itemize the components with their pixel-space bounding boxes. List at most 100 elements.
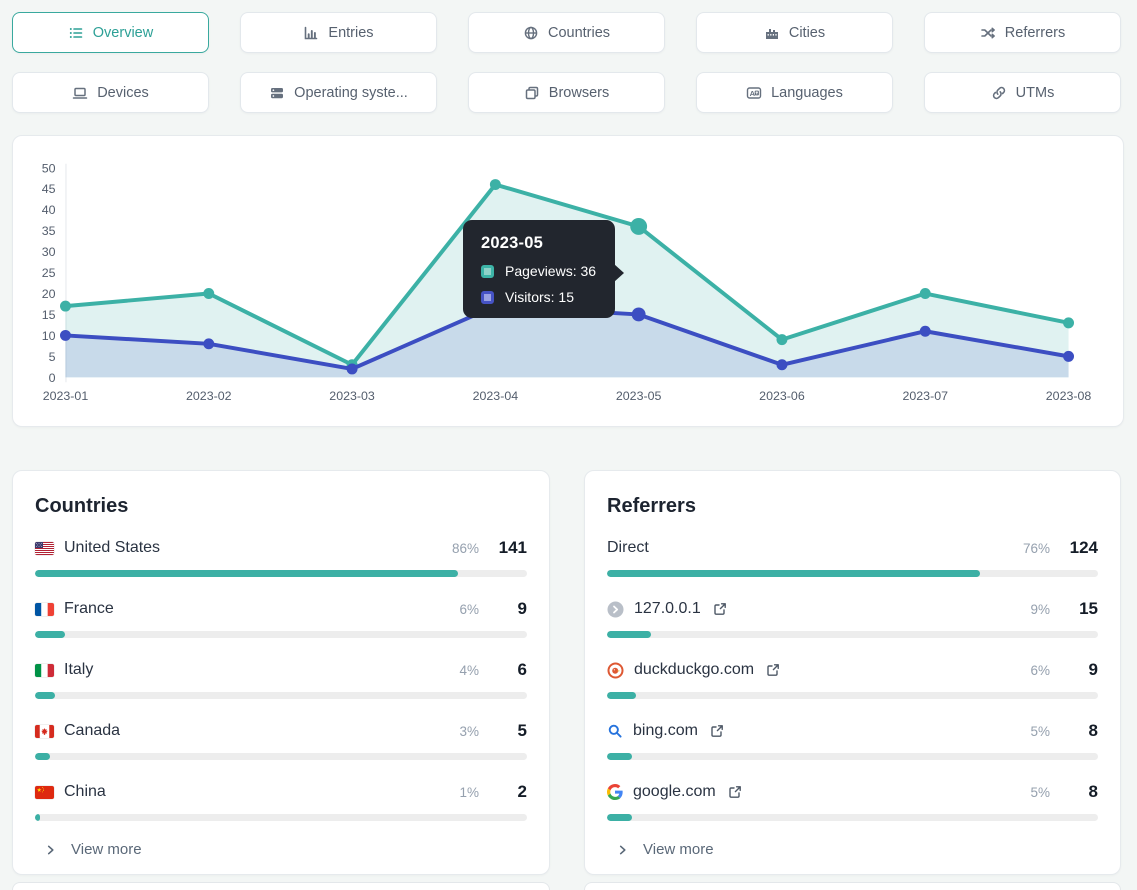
referrer-bar-fill (607, 692, 637, 699)
tab-countries[interactable]: Countries (468, 12, 665, 53)
referrers-view-more-link[interactable]: View more (607, 841, 714, 858)
tab-label: UTMs (1015, 84, 1055, 101)
country-percent: 3% (459, 723, 479, 739)
referrer-bar-track (607, 631, 1098, 638)
country-bar-track (35, 631, 527, 638)
city-icon (765, 28, 778, 39)
report-tabs: Overview Entries Countries Cities Referr… (12, 12, 1121, 113)
referrer-name: bing.com (633, 722, 698, 739)
country-percent: 1% (459, 784, 479, 800)
referrer-bar-track (607, 570, 1098, 577)
country-count: 5 (517, 721, 527, 740)
external-link-icon[interactable] (710, 724, 724, 738)
tooltip-title: 2023-05 (481, 234, 543, 252)
svg-text:2023-01: 2023-01 (43, 389, 89, 403)
referrer-count: 124 (1069, 538, 1098, 557)
svg-text:10: 10 (42, 329, 56, 343)
chevron-right-icon (619, 845, 626, 854)
tab-browsers[interactable]: Browsers (468, 72, 665, 113)
tab-devices[interactable]: Devices (12, 72, 209, 113)
svg-text:2023-08: 2023-08 (1046, 389, 1092, 403)
traffic-chart-card: 0 5 10 15 20 25 30 35 40 45 50 2023-01 2023-02 2023-0… (12, 135, 1124, 427)
country-count: 9 (517, 599, 527, 618)
country-name: Italy (64, 661, 94, 678)
referrer-percent: 6% (1030, 662, 1050, 678)
pageviews-legend-swatch (481, 264, 494, 278)
tooltip-arrow (614, 264, 624, 282)
tab-operating-systems[interactable]: Operating syste... (240, 72, 437, 113)
tab-referrers[interactable]: Referrers (924, 12, 1121, 53)
referrer-row-bing: bing.com 5% 8 (607, 720, 1098, 760)
country-row-canada: Canada 3% 5 (35, 720, 527, 760)
external-link-icon[interactable] (728, 785, 742, 799)
tab-label: Overview (92, 24, 154, 41)
tab-overview[interactable]: Overview (12, 12, 209, 53)
flag-cn-icon (35, 785, 54, 799)
shuffle-icon (980, 27, 995, 38)
tab-entries[interactable]: Entries (240, 12, 437, 53)
duckduckgo-icon (607, 662, 624, 679)
referrers-panel: Referrers Direct 76% 124 127.0.0.1 9% 15 (584, 470, 1121, 875)
chevron-right-icon (47, 845, 54, 854)
countries-panel-title: Countries (35, 495, 129, 517)
country-bar-track (35, 814, 527, 821)
svg-text:5: 5 (49, 350, 56, 364)
tab-label: Countries (547, 24, 611, 41)
country-count: 141 (498, 538, 527, 557)
external-link-icon[interactable] (766, 663, 780, 677)
country-percent: 86% (451, 540, 479, 556)
svg-text:20: 20 (42, 287, 56, 301)
list-icon (69, 27, 83, 38)
svg-text:25: 25 (42, 266, 56, 280)
country-name: United States (64, 539, 161, 556)
country-name: Canada (64, 722, 121, 739)
external-link-icon[interactable] (713, 602, 727, 616)
countries-view-more-link[interactable]: View more (35, 841, 142, 858)
country-count: 6 (517, 660, 527, 679)
country-bar-fill (35, 753, 50, 760)
tab-cities[interactable]: Cities (696, 12, 893, 53)
svg-text:45: 45 (42, 182, 56, 196)
referrer-row-localhost: 127.0.0.1 9% 15 (607, 598, 1098, 638)
svg-text:30: 30 (42, 245, 56, 259)
country-row-france: France 6% 9 (35, 598, 527, 638)
tab-languages[interactable]: A Languages (696, 72, 893, 113)
svg-text:50: 50 (42, 161, 56, 175)
bar-chart-icon (305, 26, 318, 39)
bing-search-icon (607, 723, 623, 739)
referrer-count: 9 (1088, 660, 1098, 679)
tab-label: Cities (788, 24, 826, 41)
flag-ca-icon (35, 724, 54, 738)
referrer-percent: 5% (1030, 784, 1050, 800)
flag-it-icon (35, 663, 54, 677)
countries-panel: Countries United States 86% 141 France 6… (12, 470, 550, 875)
referrer-count: 8 (1088, 721, 1098, 740)
svg-text:0: 0 (49, 371, 56, 385)
tooltip-pageviews-row: Pageviews: 36 (481, 263, 605, 279)
server-icon (271, 87, 284, 98)
referrer-name: google.com (633, 783, 716, 800)
chart-tooltip: 2023-05 Pageviews: 36 Visitors: 15 (463, 220, 624, 318)
country-row-china: China 1% 2 (35, 781, 527, 821)
tab-utms[interactable]: UTMs (924, 72, 1121, 113)
tab-label: Browsers (548, 84, 610, 101)
google-icon (607, 784, 623, 800)
tooltip-visitors-row: Visitors: 15 (481, 289, 605, 305)
tab-label: Entries (328, 24, 374, 41)
next-panel-top-edge (584, 882, 1121, 890)
tab-label: Operating syste... (294, 84, 408, 101)
tab-label: Devices (97, 84, 149, 101)
view-more-label: View more (71, 841, 142, 858)
svg-text:2023-07: 2023-07 (902, 389, 948, 403)
referrer-bar-fill (607, 753, 632, 760)
country-row-united-states: United States 86% 141 (35, 537, 527, 577)
tab-label: Referrers (1004, 24, 1066, 41)
referrer-count: 15 (1079, 599, 1098, 618)
referrer-count: 8 (1088, 782, 1098, 801)
svg-text:15: 15 (42, 308, 56, 322)
country-bar-track (35, 753, 527, 760)
referrer-row-direct: Direct 76% 124 (607, 537, 1098, 577)
tooltip-pageviews-value: Pageviews: 36 (505, 263, 597, 279)
referrer-row-google: google.com 5% 8 (607, 781, 1098, 821)
referrer-row-duckduckgo: duckduckgo.com 6% 9 (607, 659, 1098, 699)
